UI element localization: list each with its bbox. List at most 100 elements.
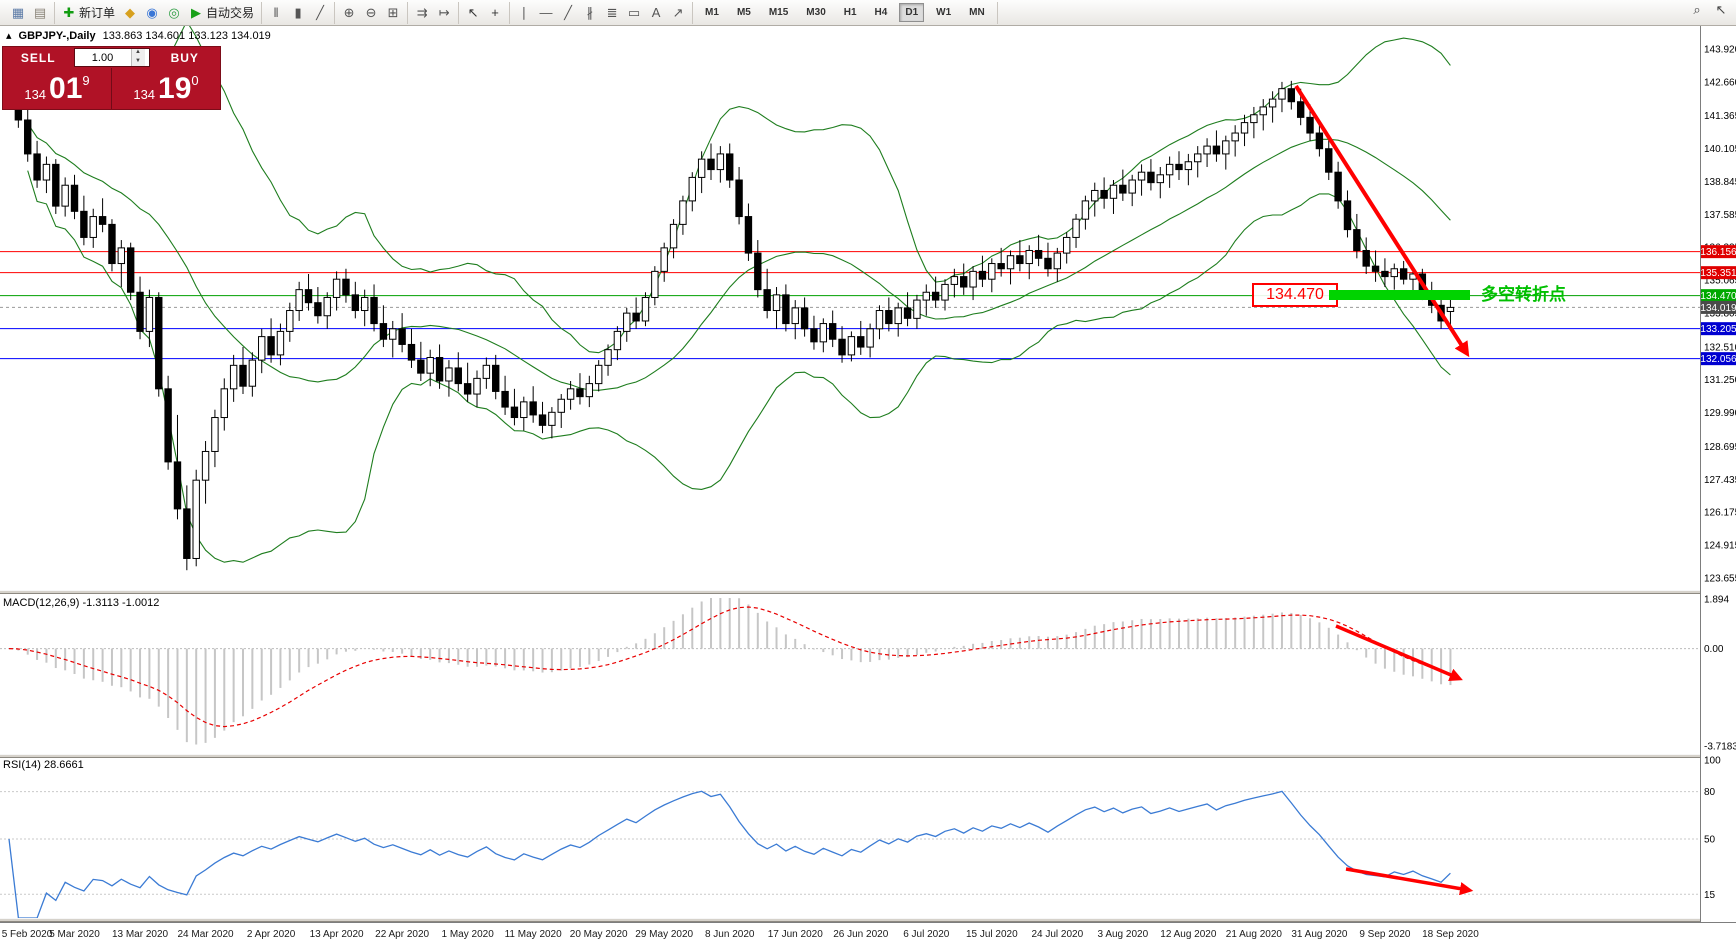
sell-price-point: 9 [82, 73, 90, 88]
timeframe-m5[interactable]: M5 [736, 7, 751, 18]
sell-price-pips: 01 [49, 71, 83, 105]
channel-icon: ∦ [586, 5, 594, 20]
market-button[interactable]: ◆ [121, 5, 139, 20]
buy-button[interactable]: BUY [170, 50, 199, 65]
vertical-line-button[interactable]: ∣ [515, 5, 533, 20]
turning-point-note[interactable]: 多空转折点 [1481, 285, 1566, 304]
svg-text:15 Jul 2020: 15 Jul 2020 [966, 929, 1018, 940]
shapes-button[interactable]: ▭ [625, 5, 643, 20]
community-button[interactable]: ◎ [165, 5, 183, 20]
svg-text:5 Feb 2020: 5 Feb 2020 [2, 929, 53, 940]
candles [5, 49, 1455, 571]
auto-scroll-button[interactable]: ⇉ [413, 5, 431, 20]
price-level-callout[interactable]: 134.470 [1252, 283, 1338, 307]
timeframe-m1[interactable]: M1 [705, 7, 719, 18]
svg-text:20 May 2020: 20 May 2020 [570, 929, 628, 940]
pointer-button[interactable]: ↖ [1712, 2, 1730, 17]
macd-histogram [0, 598, 1700, 745]
zoom-out-button[interactable]: ⊖ [362, 5, 380, 20]
timeframe-m15[interactable]: M15 [768, 7, 789, 18]
svg-text:15: 15 [1704, 890, 1716, 901]
new-chart-button[interactable]: ▦ [9, 5, 27, 20]
svg-text:142.660: 142.660 [1704, 77, 1736, 88]
buy-price[interactable]: 134 19 0 [111, 68, 220, 109]
svg-text:5 Mar 2020: 5 Mar 2020 [49, 929, 100, 940]
panel-splitter[interactable] [0, 754, 1736, 758]
candle-chart-button[interactable]: ▮ [289, 5, 307, 20]
svg-text:9 Sep 2020: 9 Sep 2020 [1359, 929, 1411, 940]
crosshair-button[interactable]: + [486, 5, 504, 20]
svg-text:-3.7183: -3.7183 [1704, 742, 1736, 753]
support-level-bar[interactable] [1329, 290, 1470, 300]
price-down-arrow[interactable] [1294, 84, 1470, 358]
lot-increase-button[interactable]: ▲ [131, 49, 145, 58]
svg-text:80: 80 [1704, 787, 1716, 798]
sell-button[interactable]: SELL [20, 50, 56, 65]
svg-text:131.250: 131.250 [1704, 375, 1736, 386]
price-scale[interactable]: 143.920 142.660 141.365 140.105 138.845 137.5… [1700, 45, 1736, 901]
timeframe-h1[interactable]: H1 [843, 7, 857, 18]
zoom-in-button[interactable]: ⊕ [340, 5, 358, 20]
svg-text:126.175: 126.175 [1704, 508, 1736, 519]
timeframe-m30[interactable]: M30 [806, 7, 826, 18]
auto-scroll-icon: ⇉ [416, 5, 428, 20]
channel-button[interactable]: ∦ [581, 5, 599, 20]
new-order-button[interactable]: ✚ 新订单 [60, 3, 117, 22]
sell-price[interactable]: 134 01 9 [3, 68, 111, 109]
lot-size-input[interactable] [74, 51, 131, 64]
zoom-out-icon: ⊖ [365, 5, 377, 20]
text-tool-icon: A [651, 5, 661, 20]
signals-button[interactable]: ◉ [143, 5, 161, 20]
svg-text:29 May 2020: 29 May 2020 [635, 929, 693, 940]
macd-signal-line [8, 606, 1451, 728]
text-tool-button[interactable]: A [647, 5, 665, 20]
trendline-button[interactable]: ╱ [559, 5, 577, 20]
timeframe-h4[interactable]: H4 [874, 7, 888, 18]
macd-down-arrow[interactable] [1335, 624, 1463, 681]
lot-decrease-button[interactable]: ▼ [131, 57, 145, 66]
timeframe-w1[interactable]: W1 [936, 7, 952, 18]
profiles-button[interactable]: ▤ [31, 5, 49, 20]
tile-windows-button[interactable]: ⊞ [384, 5, 402, 20]
autotrade-button[interactable]: ▶ 自动交易 [187, 3, 256, 22]
rsi-down-arrow[interactable] [1345, 867, 1474, 896]
panel-splitter[interactable] [0, 590, 1736, 594]
svg-text:128.695: 128.695 [1704, 442, 1736, 453]
svg-text:6 Jul 2020: 6 Jul 2020 [903, 929, 950, 940]
svg-text:13 Apr 2020: 13 Apr 2020 [310, 929, 364, 940]
horizontal-line-button[interactable]: ― [537, 5, 555, 20]
one-click-trading-panel: SELL ▲ ▼ BUY 134 01 9 134 19 0 [2, 46, 221, 110]
svg-text:133.805: 133.805 [1704, 309, 1736, 320]
svg-text:24 Jul 2020: 24 Jul 2020 [1031, 929, 1083, 940]
svg-text:21 Aug 2020: 21 Aug 2020 [1226, 929, 1283, 940]
svg-text:0.00: 0.00 [1704, 644, 1724, 655]
svg-text:13 Mar 2020: 13 Mar 2020 [112, 929, 169, 940]
line-chart-button[interactable]: ╱ [311, 5, 329, 20]
svg-text:3 Aug 2020: 3 Aug 2020 [1098, 929, 1149, 940]
fibonacci-button[interactable]: ≣ [603, 5, 621, 20]
fibonacci-icon: ≣ [606, 5, 618, 20]
arrows-tool-button[interactable]: ↗ [669, 5, 687, 20]
chart-canvas[interactable]: 143.920 142.660 141.365 140.105 138.845 137.5… [0, 26, 1736, 946]
svg-text:135.065: 135.065 [1704, 276, 1736, 287]
chart-shift-button[interactable]: ↦ [435, 5, 453, 20]
symbol-search-button[interactable]: ⌕ [1688, 2, 1706, 17]
svg-text:22 Apr 2020: 22 Apr 2020 [375, 929, 429, 940]
panel-splitter[interactable] [0, 918, 1736, 922]
bar-chart-button[interactable]: ‖ [267, 5, 285, 20]
market-icon: ◆ [125, 5, 136, 20]
line-chart-icon: ╱ [316, 5, 324, 20]
arrows-tool-icon: ↗ [672, 5, 684, 20]
autotrade-label: 自动交易 [206, 6, 255, 20]
timeframe-mn[interactable]: MN [969, 7, 985, 18]
horizontal-level-lines[interactable] [0, 251, 1700, 360]
svg-text:100: 100 [1704, 756, 1721, 767]
svg-text:24 Mar 2020: 24 Mar 2020 [177, 929, 234, 940]
candle-chart-icon: ▮ [294, 5, 302, 20]
cursor-button[interactable]: ↖ [464, 5, 482, 20]
collapse-icon[interactable]: ▴ [6, 30, 12, 42]
profiles-icon: ▤ [33, 5, 47, 20]
signals-icon: ◉ [146, 5, 158, 20]
timeframe-d1[interactable]: D1 [899, 3, 925, 22]
